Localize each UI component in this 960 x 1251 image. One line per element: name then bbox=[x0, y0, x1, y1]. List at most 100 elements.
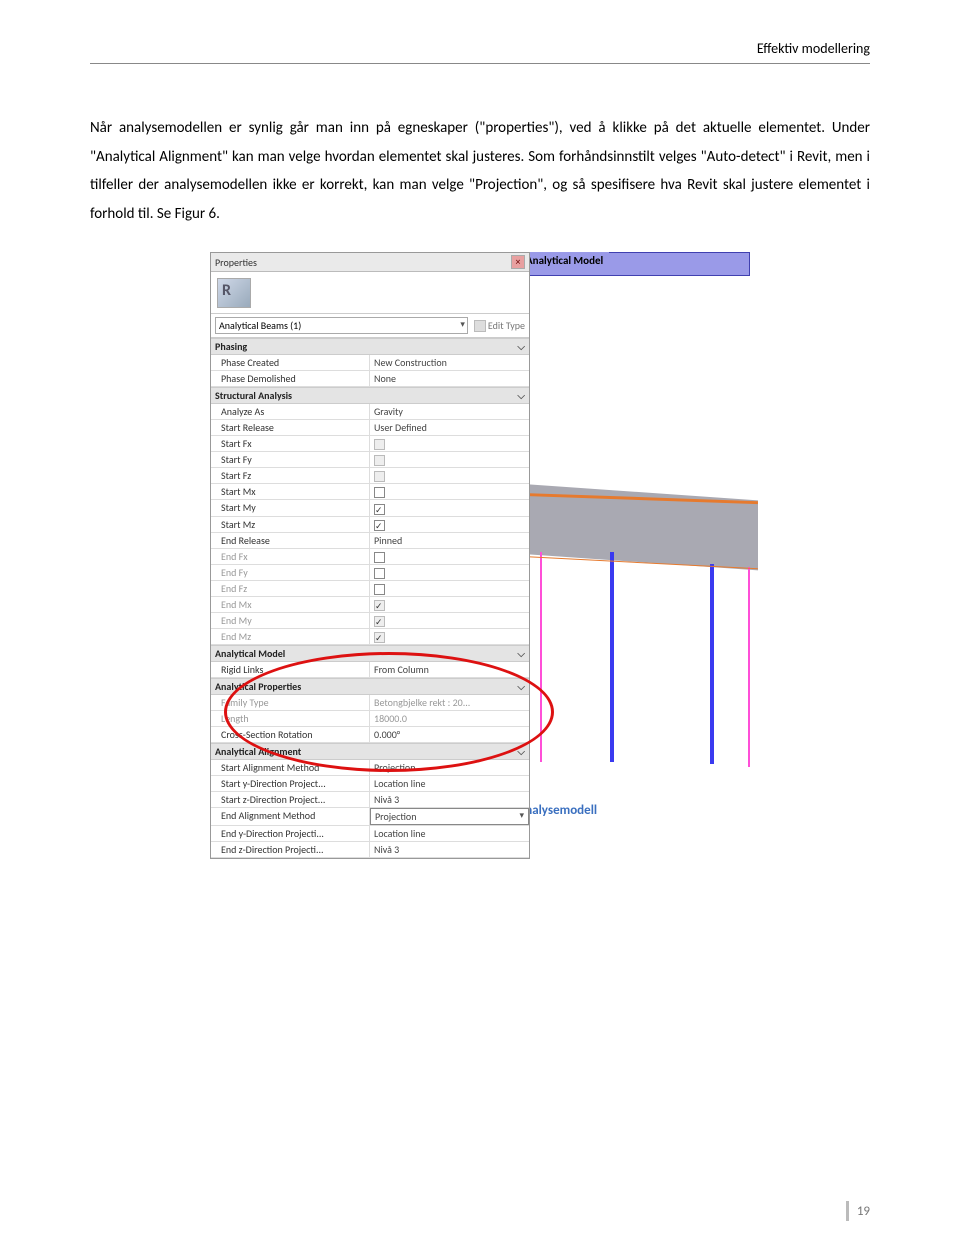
checkbox bbox=[374, 616, 385, 627]
checkbox bbox=[374, 455, 385, 466]
checkbox[interactable] bbox=[374, 584, 385, 595]
property-checkbox-cell[interactable] bbox=[370, 484, 529, 499]
section-header[interactable]: Phasing⌵ bbox=[211, 338, 529, 355]
property-row: Start Mx bbox=[211, 484, 529, 500]
column-2 bbox=[710, 564, 714, 764]
property-row: Phase DemolishedNone bbox=[211, 371, 529, 387]
type-selector[interactable]: Analytical Beams (1) bbox=[215, 317, 468, 334]
property-checkbox-cell[interactable] bbox=[370, 452, 529, 467]
property-label: Start z-Direction Project... bbox=[211, 792, 370, 807]
property-label: Start Alignment Method bbox=[211, 760, 370, 775]
section-title: Analytical Properties bbox=[215, 680, 301, 693]
property-label: Length bbox=[211, 711, 370, 726]
property-label: End Alignment Method bbox=[211, 808, 370, 825]
property-row: Start Fz bbox=[211, 468, 529, 484]
section-header[interactable]: Analytical Properties ⌵ bbox=[211, 678, 529, 695]
checkbox[interactable] bbox=[374, 520, 385, 531]
property-row: Start Mz bbox=[211, 517, 529, 533]
panel-logo-row bbox=[211, 272, 529, 314]
property-label: End Mz bbox=[211, 629, 370, 644]
property-value: None bbox=[370, 371, 529, 386]
section-header[interactable]: Analytical Alignment⌵ bbox=[211, 743, 529, 760]
property-row: Start z-Direction Project...Nivå 3 bbox=[211, 792, 529, 808]
edit-type-button[interactable]: Edit Type bbox=[474, 319, 525, 332]
property-checkbox-cell[interactable] bbox=[370, 597, 529, 612]
property-label: End y-Direction Projecti... bbox=[211, 826, 370, 841]
property-value: 0.000° bbox=[370, 727, 529, 742]
property-row: Start ReleaseUser Defined bbox=[211, 420, 529, 436]
close-icon[interactable]: × bbox=[511, 255, 525, 269]
property-label: End Mx bbox=[211, 597, 370, 612]
property-label: Start Fy bbox=[211, 452, 370, 467]
property-label: Analyze As bbox=[211, 404, 370, 419]
property-label: Start Release bbox=[211, 420, 370, 435]
property-value: Nivå 3 bbox=[370, 792, 529, 807]
property-label: Phase Demolished bbox=[211, 371, 370, 386]
property-row: Length18000.0 bbox=[211, 711, 529, 727]
property-checkbox-cell[interactable] bbox=[370, 517, 529, 532]
property-checkbox-cell[interactable] bbox=[370, 613, 529, 628]
edit-type-label: Edit Type bbox=[488, 319, 525, 332]
page-number: 19 bbox=[857, 1204, 870, 1219]
chevron-icon: ⌵ bbox=[517, 389, 525, 402]
property-checkbox-cell[interactable] bbox=[370, 500, 529, 515]
checkbox[interactable] bbox=[374, 568, 385, 579]
property-label: Phase Created bbox=[211, 355, 370, 370]
checkbox[interactable] bbox=[374, 487, 385, 498]
column-1 bbox=[610, 552, 614, 762]
property-value: Location line bbox=[370, 776, 529, 791]
property-label: End z-Direction Projecti... bbox=[211, 842, 370, 857]
checkbox[interactable] bbox=[374, 504, 385, 515]
section-header[interactable]: Analytical Model ⌵ bbox=[211, 645, 529, 662]
property-label: Family Type bbox=[211, 695, 370, 710]
section-title: Analytical Model bbox=[215, 647, 285, 660]
property-value: User Defined bbox=[370, 420, 529, 435]
property-row: Rigid LinksFrom Column bbox=[211, 662, 529, 678]
property-value: Location line bbox=[370, 826, 529, 841]
property-label: Start My bbox=[211, 500, 370, 515]
property-row: Family TypeBetongbjelke rekt : 20... bbox=[211, 695, 529, 711]
type-selector-row: Analytical Beams (1) Edit Type bbox=[211, 314, 529, 338]
property-label: End Fy bbox=[211, 565, 370, 580]
property-row: End Alignment MethodProjection bbox=[211, 808, 529, 826]
property-label: Cross-Section Rotation bbox=[211, 727, 370, 742]
property-row: Analyze AsGravity bbox=[211, 404, 529, 420]
property-row: Start Fx bbox=[211, 436, 529, 452]
body-paragraph: Når analysemodellen er synlig går man in… bbox=[90, 114, 870, 228]
section-header[interactable]: Structural Analysis⌵ bbox=[211, 387, 529, 404]
panel-title: Properties bbox=[215, 256, 257, 269]
chevron-icon: ⌵ bbox=[517, 680, 525, 693]
property-dropdown[interactable]: Projection bbox=[370, 808, 529, 825]
property-value: Projection bbox=[370, 760, 529, 775]
property-checkbox-cell[interactable] bbox=[370, 436, 529, 451]
property-row: End Fz bbox=[211, 581, 529, 597]
property-row: End Fy bbox=[211, 565, 529, 581]
chevron-icon: ⌵ bbox=[517, 340, 525, 353]
property-label: Start Mz bbox=[211, 517, 370, 532]
property-checkbox-cell[interactable] bbox=[370, 629, 529, 644]
pink-col-2 bbox=[748, 567, 750, 767]
properties-panel: Properties × Analytical Beams (1) Edit T… bbox=[210, 252, 530, 859]
chevron-icon: ⌵ bbox=[517, 647, 525, 660]
property-value: Betongbjelke rekt : 20... bbox=[370, 695, 529, 710]
property-checkbox-cell[interactable] bbox=[370, 581, 529, 596]
property-row: End z-Direction Projecti...Nivå 3 bbox=[211, 842, 529, 858]
property-checkbox-cell[interactable] bbox=[370, 565, 529, 580]
property-label: Start Mx bbox=[211, 484, 370, 499]
property-value: Gravity bbox=[370, 404, 529, 419]
chevron-icon: ⌵ bbox=[517, 745, 525, 758]
revit-logo-icon bbox=[217, 278, 251, 308]
property-row: End Mz bbox=[211, 629, 529, 645]
property-label: Start Fx bbox=[211, 436, 370, 451]
property-checkbox-cell[interactable] bbox=[370, 549, 529, 564]
property-label: End Release bbox=[211, 533, 370, 548]
property-row: Start Alignment MethodProjection bbox=[211, 760, 529, 776]
property-checkbox-cell[interactable] bbox=[370, 468, 529, 483]
checkbox[interactable] bbox=[374, 552, 385, 563]
property-row: Start My bbox=[211, 500, 529, 516]
property-value: Nivå 3 bbox=[370, 842, 529, 857]
checkbox bbox=[374, 439, 385, 450]
pink-col-1 bbox=[540, 552, 542, 762]
checkbox bbox=[374, 632, 385, 643]
property-row: Cross-Section Rotation0.000° bbox=[211, 727, 529, 743]
